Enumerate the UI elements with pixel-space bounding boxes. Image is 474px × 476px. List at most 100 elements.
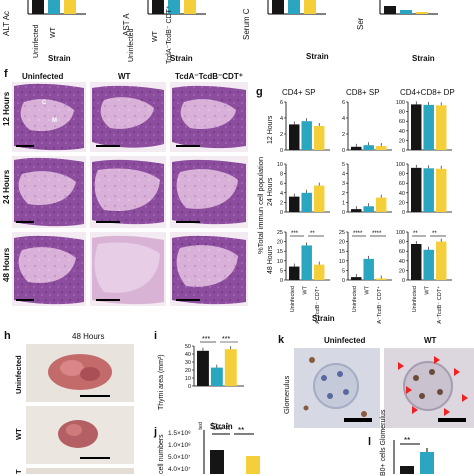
y-tick-label: 30 bbox=[185, 360, 191, 366]
panel-h-row-wt: WT bbox=[14, 428, 23, 440]
y-tick-label: 8 bbox=[280, 172, 283, 178]
x-tick-label: TcdA⁻TcdB⁻ CDT⁺ bbox=[376, 286, 383, 324]
bar-tcda-tcdb-cdt- bbox=[375, 278, 387, 280]
top1-xlabel: Strain bbox=[48, 54, 71, 63]
bar-uninfected bbox=[289, 196, 300, 212]
bar-uninfected bbox=[411, 244, 422, 280]
x-tick-label: Uninfected bbox=[352, 286, 358, 312]
marker-c: C bbox=[42, 100, 47, 106]
panel-i-xlabel: Strain bbox=[210, 422, 233, 431]
y-tick-label: 6 bbox=[280, 181, 283, 187]
panel-k-row: Glomerulus bbox=[282, 375, 291, 414]
bar-wt bbox=[301, 192, 312, 212]
panel-l-letter: l bbox=[368, 436, 372, 448]
y-tick-label: 40 bbox=[185, 352, 191, 358]
bar-wt bbox=[423, 104, 434, 150]
bar-tcda-tcdb-cdt- bbox=[435, 105, 447, 150]
panel-j-tick-1: 1.5×10⁸ bbox=[168, 430, 191, 437]
panel-j-letter: j bbox=[154, 426, 158, 438]
thymus-photos bbox=[26, 344, 134, 474]
top4-xlabel: Strain bbox=[412, 54, 435, 63]
panel-j-sig-2: ** bbox=[238, 426, 244, 435]
panel-h-letter: h bbox=[4, 330, 11, 342]
panel-g-row-label: 48 Hours bbox=[267, 245, 274, 274]
top4-bar-wt bbox=[400, 10, 412, 14]
panel-i-chart: 0 10 20 30 40 50 *** *** Uninfected WT TcdA⁻TcdB⁻ … bbox=[185, 336, 244, 430]
y-tick-label: 80 bbox=[399, 110, 405, 116]
y-tick-label: 20 bbox=[185, 368, 191, 374]
histo-48h-uninfected bbox=[12, 232, 86, 306]
top3-bar-uninfected bbox=[272, 0, 284, 14]
panel-l-sig: ** bbox=[404, 436, 410, 445]
panel-j-bar-cdt bbox=[246, 456, 260, 474]
panel-j-chart: ** ** bbox=[203, 426, 260, 474]
y-tick-label: 60 bbox=[399, 249, 405, 255]
bar-uninfected bbox=[351, 209, 362, 212]
y-tick-label: 2 bbox=[342, 191, 345, 197]
bar-wt bbox=[210, 367, 223, 386]
panel-k: k Uninfected WT Glomerulus bbox=[274, 330, 474, 430]
y-tick-label: 20 bbox=[399, 138, 405, 144]
x-tick-label: WT bbox=[364, 285, 370, 294]
panel-j-bar-uninfected bbox=[210, 450, 224, 474]
panel-f-col-cdt: TcdA⁻TcdB⁻CDT⁺ bbox=[175, 72, 243, 81]
y-tick-label: 15 bbox=[339, 249, 345, 255]
top-row-bars bbox=[27, 0, 438, 15]
x-tick-label: TcdA⁻TcdB⁻ CDT⁺ bbox=[225, 422, 232, 430]
bar-wt bbox=[423, 168, 434, 212]
y-tick-label: 6 bbox=[280, 100, 283, 106]
panel-g-col-dp: CD4+CD8+ DP bbox=[400, 88, 455, 97]
bar-uninfected bbox=[351, 277, 362, 280]
x-tick-label: TcdA⁻TcdB⁻ CDT⁺ bbox=[314, 286, 321, 324]
panel-k-letter: k bbox=[278, 334, 285, 346]
bar-tcda-tcdb-cdt- bbox=[435, 241, 447, 280]
y-tick-label: 10 bbox=[339, 259, 345, 265]
y-tick-label: 4 bbox=[280, 116, 283, 122]
y-tick-label: 80 bbox=[399, 240, 405, 246]
histo-24h-cdt bbox=[170, 156, 248, 228]
x-tick-label: WT bbox=[302, 285, 308, 294]
bar-uninfected bbox=[289, 124, 300, 150]
panel-f-col-wt: WT bbox=[118, 72, 131, 81]
marker-m: M bbox=[52, 118, 57, 124]
y-tick-label: 0 bbox=[342, 210, 345, 216]
sig-label: **** bbox=[372, 231, 382, 237]
bar-tcda-tcdb-cdt- bbox=[375, 146, 387, 150]
panel-l-bar-wt bbox=[420, 452, 434, 474]
bar-uninfected bbox=[351, 146, 362, 150]
top1-tick-wt: WT bbox=[50, 27, 57, 38]
sig-label: ** bbox=[310, 231, 315, 237]
y-tick-label: 40 bbox=[399, 129, 405, 135]
bar-wt bbox=[301, 245, 312, 280]
panel-h-row-uninfected: Uninfected bbox=[14, 355, 23, 394]
y-tick-label: 1 bbox=[342, 200, 345, 206]
y-tick-label: 20 bbox=[339, 240, 345, 246]
bar-wt bbox=[423, 249, 434, 280]
sig-label: ** bbox=[432, 231, 437, 237]
bar-wt bbox=[363, 145, 374, 150]
histology-images: C M bbox=[12, 82, 248, 306]
sig-label: *** bbox=[291, 231, 299, 237]
top2-bar-cdt bbox=[184, 0, 196, 14]
y-tick-label: 0 bbox=[342, 148, 345, 154]
y-tick-label: 0 bbox=[402, 278, 405, 284]
y-tick-label: 4 bbox=[342, 116, 345, 122]
glomerulus-wt bbox=[384, 348, 474, 428]
panel-f-row-24h: 24 Hours bbox=[2, 169, 11, 204]
histo-12h-uninfected: C M bbox=[12, 82, 86, 152]
histo-12h-wt bbox=[90, 82, 166, 152]
y-tick-label: 100 bbox=[396, 100, 405, 106]
panel-g-col-cd4: CD4+ SP bbox=[282, 88, 316, 97]
bar-uninfected bbox=[289, 266, 300, 280]
panel-h-title: 48 Hours bbox=[72, 332, 105, 341]
y-tick-label: 15 bbox=[277, 249, 283, 255]
bar-tcda-tcdb-cdt- bbox=[313, 185, 325, 212]
histo-48h-wt bbox=[90, 232, 166, 306]
x-tick-label: TcdA⁻TcdB⁻ CDT⁺ bbox=[436, 286, 443, 324]
y-tick-label: 6 bbox=[342, 100, 345, 106]
panel-g-row-label: 24 Hours bbox=[267, 177, 274, 206]
bar-uninfected bbox=[411, 104, 422, 150]
top2-bar-wt bbox=[168, 0, 180, 14]
panel-f-col-uninfected: Uninfected bbox=[22, 72, 64, 81]
